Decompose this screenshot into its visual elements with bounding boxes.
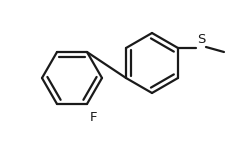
Text: F: F: [90, 111, 98, 124]
Text: S: S: [197, 33, 205, 46]
